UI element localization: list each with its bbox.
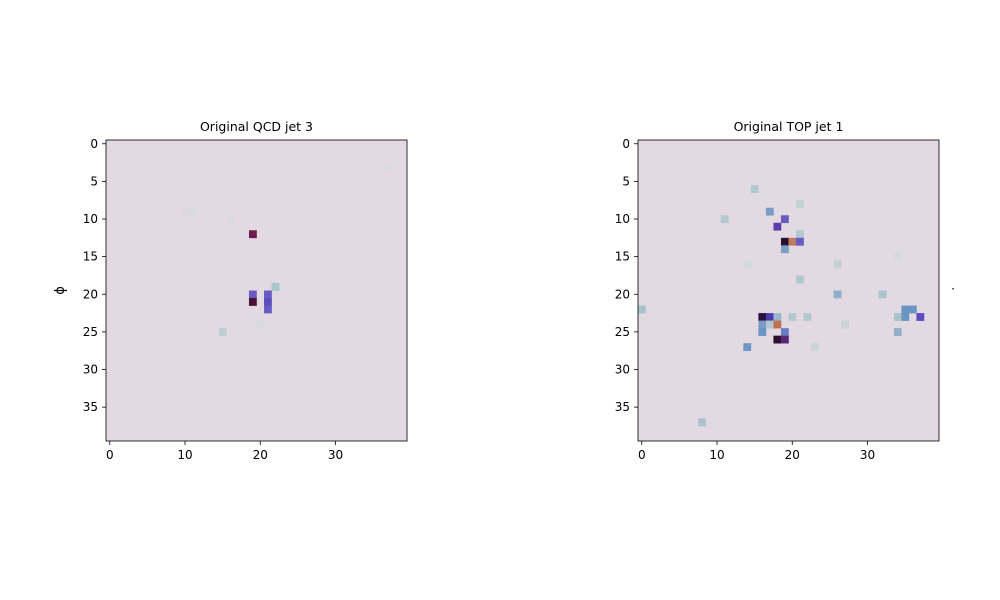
y-tick-label: 30 bbox=[615, 363, 630, 377]
y-tick-label: 0 bbox=[622, 137, 630, 151]
heatmap-cell bbox=[878, 290, 887, 299]
y-tick-label: 10 bbox=[615, 212, 630, 226]
y-tick-label: 35 bbox=[615, 400, 630, 414]
heatmap-cell bbox=[720, 215, 729, 224]
heatmap-cell bbox=[841, 320, 849, 329]
heatmap-cell bbox=[780, 215, 789, 224]
heatmap-cell bbox=[916, 313, 925, 321]
chart-title: Original TOP jet 1 bbox=[734, 119, 844, 134]
heatmap-cell bbox=[181, 207, 190, 216]
heatmap-cell bbox=[248, 230, 257, 239]
heatmap-cell bbox=[765, 320, 774, 329]
heatmap-cell bbox=[765, 313, 774, 321]
heatmap-cell bbox=[758, 320, 767, 329]
y-tick-label: 35 bbox=[83, 400, 98, 414]
heatmap-cell bbox=[218, 328, 227, 336]
heatmap-cell bbox=[256, 320, 265, 329]
heatmap-cell bbox=[773, 320, 782, 329]
heatmap-cell bbox=[796, 230, 804, 239]
heatmap-cell bbox=[780, 245, 789, 254]
heatmap-cell bbox=[788, 237, 797, 246]
right-edge-mark: · bbox=[951, 282, 955, 296]
heatmap-background bbox=[638, 140, 939, 441]
heatmap-cell bbox=[901, 313, 910, 321]
heatmap-cell bbox=[796, 275, 804, 284]
x-tick-label: 30 bbox=[860, 448, 875, 462]
heatmap-cell bbox=[765, 207, 774, 216]
heatmap-cell bbox=[773, 222, 782, 231]
heatmap-cell bbox=[248, 298, 257, 306]
heatmap-cell bbox=[908, 305, 917, 314]
heatmap-cell bbox=[264, 298, 272, 306]
heatmap-cell bbox=[811, 343, 819, 352]
heatmap-cell bbox=[750, 185, 759, 193]
y-tick-label: 15 bbox=[615, 250, 630, 264]
heatmap-cell bbox=[796, 200, 804, 209]
heatmap-panel-top: 0 10 20 30 0 5 10 15 20 25 30 35 Original TOP jet 1 bbox=[615, 119, 940, 462]
x-tick-label: 10 bbox=[177, 448, 192, 462]
heatmap-cell bbox=[803, 313, 812, 321]
heatmap-cell bbox=[743, 260, 752, 269]
heatmap-cell bbox=[893, 328, 902, 336]
heatmap-cell bbox=[384, 162, 393, 171]
heatmap-cell bbox=[893, 313, 902, 321]
y-tick-label: 0 bbox=[90, 137, 98, 151]
heatmap-cell bbox=[226, 215, 235, 224]
heatmap-cell bbox=[638, 305, 646, 314]
x-tick-label: 20 bbox=[785, 448, 800, 462]
axes-frame bbox=[637, 139, 940, 442]
heatmap-cell bbox=[773, 335, 782, 344]
heatmap-cell bbox=[788, 313, 797, 321]
heatmap-cell bbox=[698, 418, 707, 427]
heatmap-panel-qcd: 0 10 20 30 0 5 10 15 20 25 30 35 Original QCD jet 3 ϕ bbox=[53, 119, 408, 462]
heatmap-cell bbox=[833, 260, 842, 269]
heatmap-cell bbox=[901, 305, 910, 314]
heatmap-cell bbox=[780, 328, 789, 336]
x-tick-label: 30 bbox=[328, 448, 343, 462]
heatmap-cell bbox=[796, 237, 804, 246]
y-tick-label: 25 bbox=[615, 325, 630, 339]
heatmap-cell bbox=[780, 237, 789, 246]
x-tick-label: 0 bbox=[106, 448, 114, 462]
heatmap-cell bbox=[271, 282, 280, 291]
x-tick-label: 0 bbox=[638, 448, 646, 462]
y-tick-label: 30 bbox=[83, 363, 98, 377]
heatmap-cell bbox=[264, 305, 272, 314]
x-tick-label: 10 bbox=[709, 448, 724, 462]
heatmap-cell bbox=[248, 290, 257, 299]
heatmap-cell bbox=[758, 313, 767, 321]
y-tick-label: 5 bbox=[90, 174, 98, 188]
y-tick-label: 25 bbox=[83, 325, 98, 339]
y-axis-label: ϕ bbox=[53, 286, 68, 295]
heatmap-cell bbox=[780, 335, 789, 344]
axes-frame bbox=[105, 139, 408, 442]
heatmap-cell bbox=[893, 252, 902, 261]
x-tick-label: 20 bbox=[253, 448, 268, 462]
y-tick-label: 15 bbox=[83, 250, 98, 264]
heatmap-cell bbox=[758, 328, 767, 336]
y-tick-label: 20 bbox=[615, 287, 630, 301]
heatmap-cell bbox=[743, 343, 752, 352]
heatmap-cell bbox=[188, 207, 197, 216]
heatmap-cell bbox=[264, 290, 272, 299]
y-tick-label: 10 bbox=[83, 212, 98, 226]
y-tick-label: 20 bbox=[83, 287, 98, 301]
chart-title: Original QCD jet 3 bbox=[200, 119, 313, 134]
heatmap-cell bbox=[773, 313, 782, 321]
heatmap-cell bbox=[833, 290, 842, 299]
y-tick-label: 5 bbox=[622, 174, 630, 188]
